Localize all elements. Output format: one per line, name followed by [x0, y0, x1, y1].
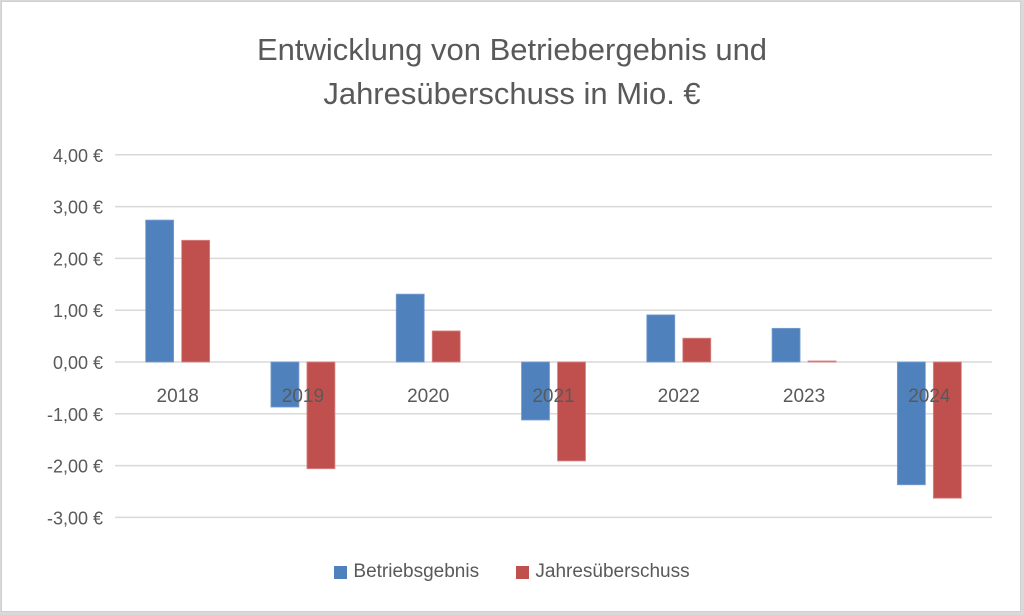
bar-betriebsgebnis-2024: [896, 361, 926, 486]
bar-betriebsgebnis-2023: [771, 327, 801, 363]
x-axis-categories: 2018 2019 2020 2021 2022 2023 2024: [157, 386, 951, 407]
y-axis-ticks: 4,00 € 3,00 € 2,00 € 1,00 € 0,00 € -1,00 € -2,…: [47, 146, 103, 529]
chart-title: Entwicklung von Betriebergebnis und Jahr…: [0, 28, 1024, 116]
y-tick-label: -2,00 €: [47, 457, 103, 477]
y-tick-label: 0,00 €: [53, 353, 103, 373]
legend-label: Betriebsgebnis: [353, 561, 480, 582]
y-tick-label: 4,00 €: [53, 146, 103, 166]
legend-swatch-blue: [334, 565, 348, 579]
bars: [145, 219, 962, 499]
legend-item-betriebsgebnis: Betriebsgebnis: [334, 561, 479, 583]
y-tick-label: -3,00 €: [47, 508, 103, 528]
bar-jahresueberschuss-2022: [682, 337, 712, 363]
bar-jahresueberschuss-2018: [181, 239, 211, 363]
chart-title-line-2: Jahresüberschuss in Mio. €: [323, 76, 701, 111]
y-tick-label: 1,00 €: [53, 301, 103, 321]
x-tick-label: 2021: [532, 386, 574, 407]
x-tick-label: 2022: [658, 386, 700, 407]
y-tick-label: 2,00 €: [53, 249, 103, 269]
bar-betriebsgebnis-2019: [270, 361, 300, 408]
bar-jahresueberschuss-2019: [306, 361, 336, 470]
bar-jahresueberschuss-2020: [431, 330, 461, 363]
bar-betriebsgebnis-2018: [145, 219, 175, 363]
x-tick-label: 2020: [407, 386, 449, 407]
bar-betriebsgebnis-2021: [521, 361, 550, 421]
bar-jahresueberschuss-2023: [807, 360, 837, 363]
bar-betriebsgebnis-2022: [646, 314, 676, 363]
x-tick-label: 2023: [783, 386, 825, 407]
legend-item-jahresueberschuss: Jahresüberschuss: [516, 561, 690, 583]
x-tick-label: 2018: [157, 386, 199, 407]
gridlines: [115, 154, 992, 519]
bar-jahresueberschuss-2024: [932, 361, 962, 499]
y-tick-label: 3,00 €: [53, 198, 103, 218]
bar-betriebsgebnis-2020: [395, 293, 425, 363]
legend-swatch-red: [516, 565, 530, 579]
legend: Betriebsgebnis Jahresüberschuss: [0, 561, 1024, 585]
bar-jahresueberschuss-2021: [557, 361, 586, 462]
legend-label: Jahresüberschuss: [535, 561, 690, 582]
y-tick-label: -1,00 €: [47, 405, 103, 425]
x-tick-label: 2019: [282, 386, 324, 407]
x-tick-label: 2024: [908, 386, 951, 407]
chart-title-line-1: Entwicklung von Betriebergebnis und: [256, 32, 768, 67]
